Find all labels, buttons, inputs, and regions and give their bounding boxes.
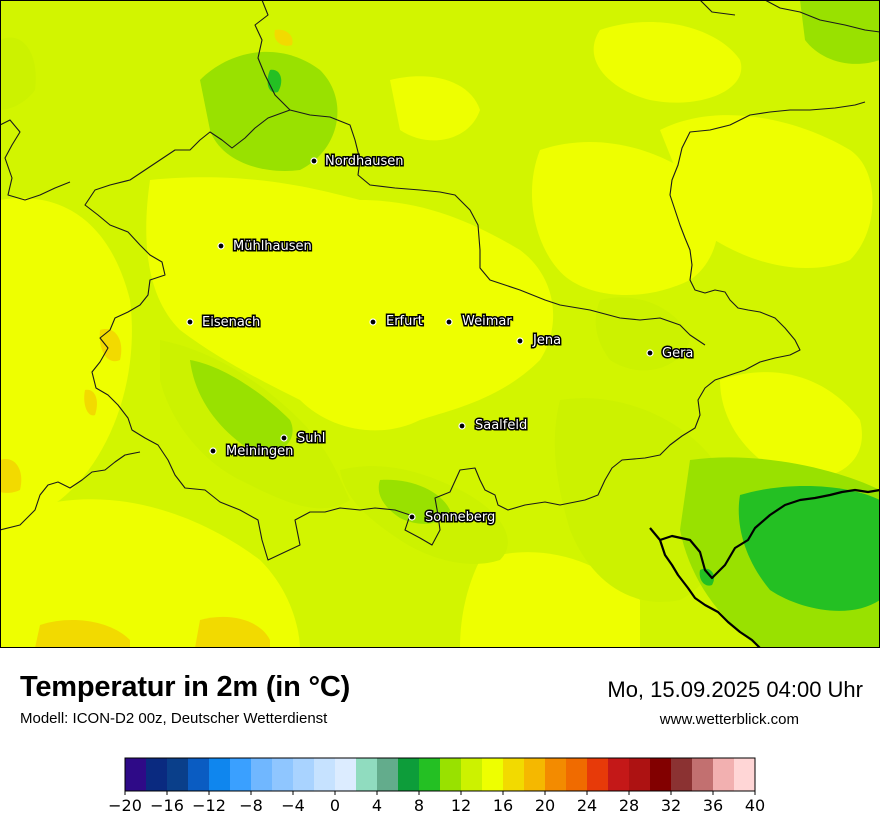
legend-swatch [503,758,525,791]
city-dot [209,447,217,455]
legend-tick-label: −12 [192,796,226,815]
legend-swatch [230,758,252,791]
city-dot [310,157,318,165]
country-border [649,488,880,648]
city-label: Erfurt [386,314,423,329]
legend-swatch [524,758,546,791]
website-link[interactable]: www.wetterblick.com [659,711,799,728]
city-dot [217,242,225,250]
city-gera: Gera [646,345,695,363]
legend-swatch [167,758,189,791]
west-border [0,119,71,201]
legend-swatch [398,758,420,791]
city-label: Nordhausen [325,154,404,169]
legend-swatch [272,758,294,791]
legend-tick-label: 16 [493,796,513,815]
temperature-map: Nordhausen Mühlhausen Eisenach Erfurt We… [0,0,880,648]
inner-border [289,109,706,346]
legend-tick-label: 32 [661,796,681,815]
legend-tick-label: 4 [372,796,382,815]
legend-swatch [461,758,483,791]
legend-swatch [713,758,735,791]
legend-swatch [671,758,693,791]
legend-swatch [440,758,462,791]
city-label: Suhl [297,431,325,446]
city-label: Jena [532,333,561,348]
legend-tick-label: −20 [108,796,142,815]
legend-swatch [356,758,378,791]
city-saalfeld: Saalfeld [458,417,529,435]
legend-swatches [125,758,756,791]
city-dot [408,513,416,521]
city-label: Meiningen [226,444,293,459]
color-scale-legend: −20 −16 −12 −8 −4 0 4 8 12 16 20 24 28 32 36 40 [108,757,765,815]
forecast-datetime: Mo, 15.09.2025 04:00 Uhr [607,677,863,702]
city-weimar: Weimar [445,313,514,331]
east-border [764,0,880,33]
legend-tick-label: 8 [414,796,424,815]
city-jena: Jena [516,332,563,350]
legend-tick-label: −16 [150,796,184,815]
legend-tick-label: 24 [577,796,597,815]
legend-frame [124,757,756,792]
legend-tick-label: 12 [451,796,471,815]
city-dot [646,349,654,357]
legend-tick-label: 20 [535,796,555,815]
legend-tick-label: 36 [703,796,723,815]
city-suhl: Suhl [280,430,327,448]
legend-swatch [188,758,210,791]
city-erfurt: Erfurt [369,313,424,331]
city-label: Saalfeld [475,418,527,433]
legend-ticks: −20 −16 −12 −8 −4 0 4 8 12 16 20 24 28 32 36 40 [108,791,765,815]
legend-swatch [566,758,588,791]
legend-swatch [146,758,168,791]
legend-swatch [125,758,147,791]
legend-tick-label: −4 [281,796,305,815]
legend-swatch [293,758,315,791]
thuringia-border [84,0,866,561]
legend-swatch [608,758,630,791]
city-label: Sonneberg [425,510,495,525]
city-dot [458,422,466,430]
city-dot [369,318,377,326]
northeast-border [699,0,736,16]
legend-swatch [209,758,231,791]
city-label: Weimar [462,314,512,329]
legend-tick-label: −8 [239,796,263,815]
state-borders [0,0,880,561]
legend-tick-label: 28 [619,796,639,815]
legend-swatch [734,758,756,791]
south-border [0,451,141,531]
legend-swatch [692,758,714,791]
map-title: Temperatur in 2m (in °C) [20,671,351,703]
city-label: Gera [662,346,693,361]
city-meiningen: Meiningen [209,443,295,461]
city-nordhausen: Nordhausen [310,153,405,171]
legend-tick-label: 0 [330,796,340,815]
legend-tick-label: 40 [745,796,765,815]
legend-swatch [314,758,336,791]
city-dot [445,318,453,326]
legend-swatch [650,758,672,791]
legend-swatch [335,758,357,791]
legend-swatch [482,758,504,791]
legend-swatch [587,758,609,791]
city-muehlhausen: Mühlhausen [217,238,313,256]
city-label: Mühlhausen [233,239,312,254]
legend-swatch [419,758,441,791]
city-dot [280,434,288,442]
legend-swatch [545,758,567,791]
city-dot [186,318,194,326]
legend-swatch [629,758,651,791]
city-sonneberg: Sonneberg [408,509,497,527]
city-eisenach: Eisenach [186,314,262,332]
legend-swatch [251,758,273,791]
model-info: Modell: ICON-D2 00z, Deutscher Wetterdie… [20,710,328,727]
city-dot [516,337,524,345]
city-label: Eisenach [202,315,260,330]
legend-swatch [377,758,399,791]
